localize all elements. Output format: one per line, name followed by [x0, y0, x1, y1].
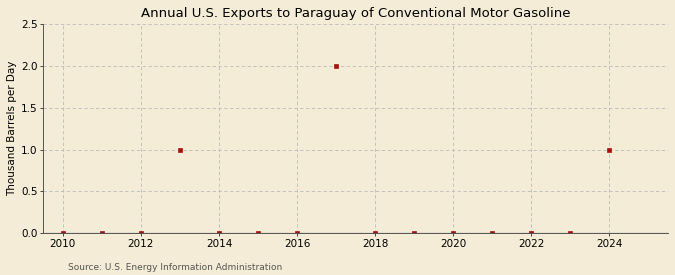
Y-axis label: Thousand Barrels per Day: Thousand Barrels per Day: [7, 61, 17, 196]
Text: Source: U.S. Energy Information Administration: Source: U.S. Energy Information Administ…: [68, 263, 281, 272]
Title: Annual U.S. Exports to Paraguay of Conventional Motor Gasoline: Annual U.S. Exports to Paraguay of Conve…: [141, 7, 570, 20]
